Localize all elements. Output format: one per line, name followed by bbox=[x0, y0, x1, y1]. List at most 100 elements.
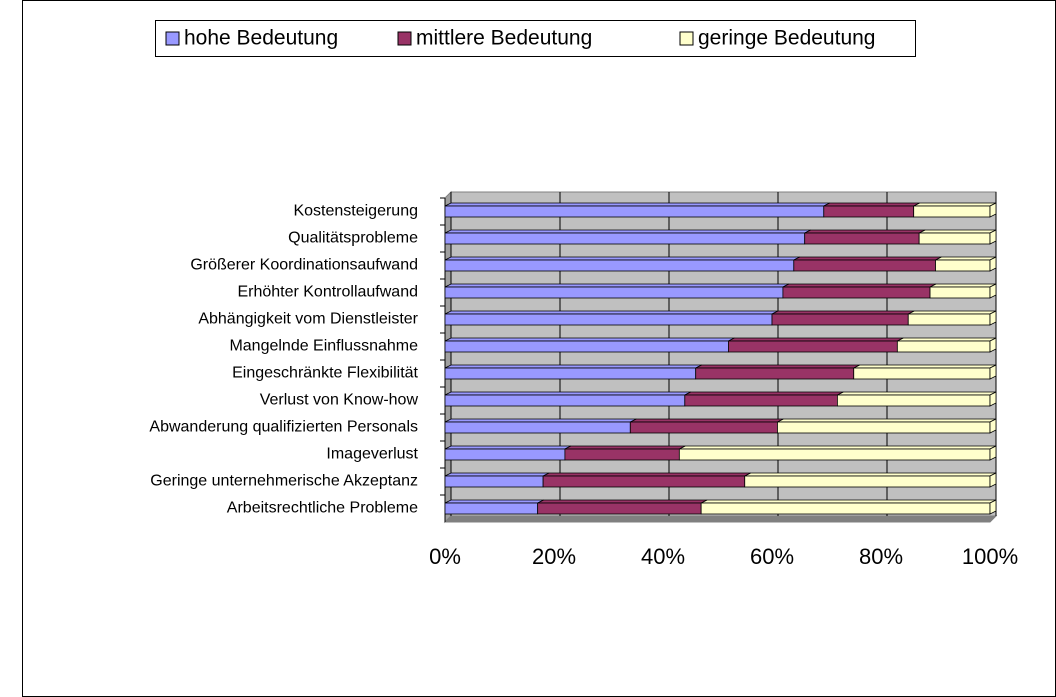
bar bbox=[896, 340, 991, 353]
bar bbox=[935, 259, 991, 272]
bar-top bbox=[777, 418, 997, 423]
y-tick-label: Erhöhter Kontrollaufwand bbox=[237, 284, 418, 301]
legend-box bbox=[155, 20, 916, 57]
bar bbox=[444, 286, 784, 299]
bar-end bbox=[989, 391, 997, 407]
bar bbox=[823, 205, 915, 218]
bar bbox=[444, 421, 631, 434]
legend-swatch bbox=[679, 31, 694, 46]
bar-top bbox=[897, 337, 997, 342]
x-tick-label: 60% bbox=[750, 544, 794, 569]
bar-top bbox=[700, 499, 997, 504]
bar-top bbox=[913, 202, 997, 207]
bar-end bbox=[989, 499, 997, 515]
bar-top bbox=[782, 283, 937, 288]
bar bbox=[629, 421, 778, 434]
bar-top bbox=[853, 364, 997, 369]
bar-end bbox=[989, 310, 997, 326]
bar-top bbox=[908, 310, 997, 315]
bar bbox=[684, 394, 838, 407]
bar bbox=[913, 205, 991, 218]
legend-label: geringe Bedeutung bbox=[698, 27, 876, 50]
bar bbox=[771, 313, 909, 326]
x-tick-label: 100% bbox=[962, 544, 1018, 569]
bar bbox=[542, 475, 746, 488]
y-tick-label: Größerer Koordinationsaufwand bbox=[190, 257, 418, 274]
legend-label: mittlere Bedeutung bbox=[416, 27, 592, 50]
legend-label: hohe Bedeutung bbox=[184, 27, 338, 50]
legend-swatch bbox=[397, 31, 412, 46]
bar-top bbox=[444, 310, 779, 315]
bar-top bbox=[564, 445, 686, 450]
bar bbox=[804, 232, 920, 245]
bar bbox=[929, 286, 991, 299]
bar-end bbox=[989, 202, 997, 218]
bar-top bbox=[537, 499, 708, 504]
bar bbox=[444, 205, 825, 218]
bar-top bbox=[444, 364, 702, 369]
bar-top bbox=[444, 418, 637, 423]
bar-top bbox=[823, 202, 920, 207]
bar bbox=[744, 475, 991, 488]
y-tick-label: Imageverlust bbox=[326, 446, 418, 463]
bar bbox=[537, 502, 702, 515]
y-tick-label: Qualitätsprobleme bbox=[288, 230, 418, 247]
bar-end bbox=[989, 283, 997, 299]
bar-end bbox=[989, 472, 997, 488]
bar-top bbox=[444, 337, 735, 342]
bar-top bbox=[444, 229, 811, 234]
bar bbox=[444, 367, 697, 380]
bar-top bbox=[444, 445, 572, 450]
bar bbox=[853, 367, 991, 380]
bar-top bbox=[804, 229, 926, 234]
bar-top bbox=[444, 391, 691, 396]
bar bbox=[907, 313, 991, 326]
bar bbox=[793, 259, 936, 272]
bar-end bbox=[989, 256, 997, 272]
bar bbox=[444, 313, 773, 326]
bar-top bbox=[728, 337, 904, 342]
x-tick-label: 20% bbox=[532, 544, 576, 569]
bar bbox=[444, 232, 806, 245]
bar-top bbox=[444, 472, 550, 477]
bar-end bbox=[989, 364, 997, 380]
bar bbox=[444, 394, 686, 407]
x-tick-label: 80% bbox=[859, 544, 903, 569]
bar-top bbox=[771, 310, 915, 315]
bar-top bbox=[679, 445, 997, 450]
y-tick-label: Verlust von Know-how bbox=[260, 392, 419, 409]
bar bbox=[444, 502, 539, 515]
y-tick-label: Abwanderung qualifizierten Personals bbox=[149, 419, 418, 436]
y-tick-label: Mangelnde Einflussnahme bbox=[229, 338, 418, 355]
bar-top bbox=[935, 256, 997, 261]
bar bbox=[700, 502, 991, 515]
bar bbox=[837, 394, 991, 407]
bar-top bbox=[837, 391, 997, 396]
bar bbox=[782, 286, 931, 299]
bar-top bbox=[444, 283, 790, 288]
legend-swatch bbox=[165, 31, 180, 46]
bar bbox=[444, 259, 795, 272]
bar-top bbox=[695, 364, 860, 369]
bar bbox=[728, 340, 898, 353]
bar-top bbox=[444, 256, 800, 261]
bar bbox=[444, 475, 544, 488]
x-tick-label: 40% bbox=[641, 544, 685, 569]
bar-top bbox=[684, 391, 844, 396]
bar-top bbox=[630, 418, 784, 423]
bar-end bbox=[989, 418, 997, 434]
bar-end bbox=[989, 337, 997, 353]
y-tick-label: Kostensteigerung bbox=[293, 203, 418, 220]
bar bbox=[777, 421, 991, 434]
bar-end bbox=[989, 445, 997, 461]
bar bbox=[695, 367, 855, 380]
bar-top bbox=[918, 229, 997, 234]
bar-end bbox=[989, 229, 997, 245]
y-tick-label: Abhängigkeit vom Dienstleister bbox=[198, 311, 418, 328]
y-tick-label: Geringe unternehmerische Akzeptanz bbox=[150, 473, 418, 490]
bar-top bbox=[542, 472, 751, 477]
bar bbox=[444, 340, 729, 353]
x-tick-label: 0% bbox=[429, 544, 461, 569]
y-tick-label: Arbeitsrechtliche Probleme bbox=[227, 500, 418, 517]
